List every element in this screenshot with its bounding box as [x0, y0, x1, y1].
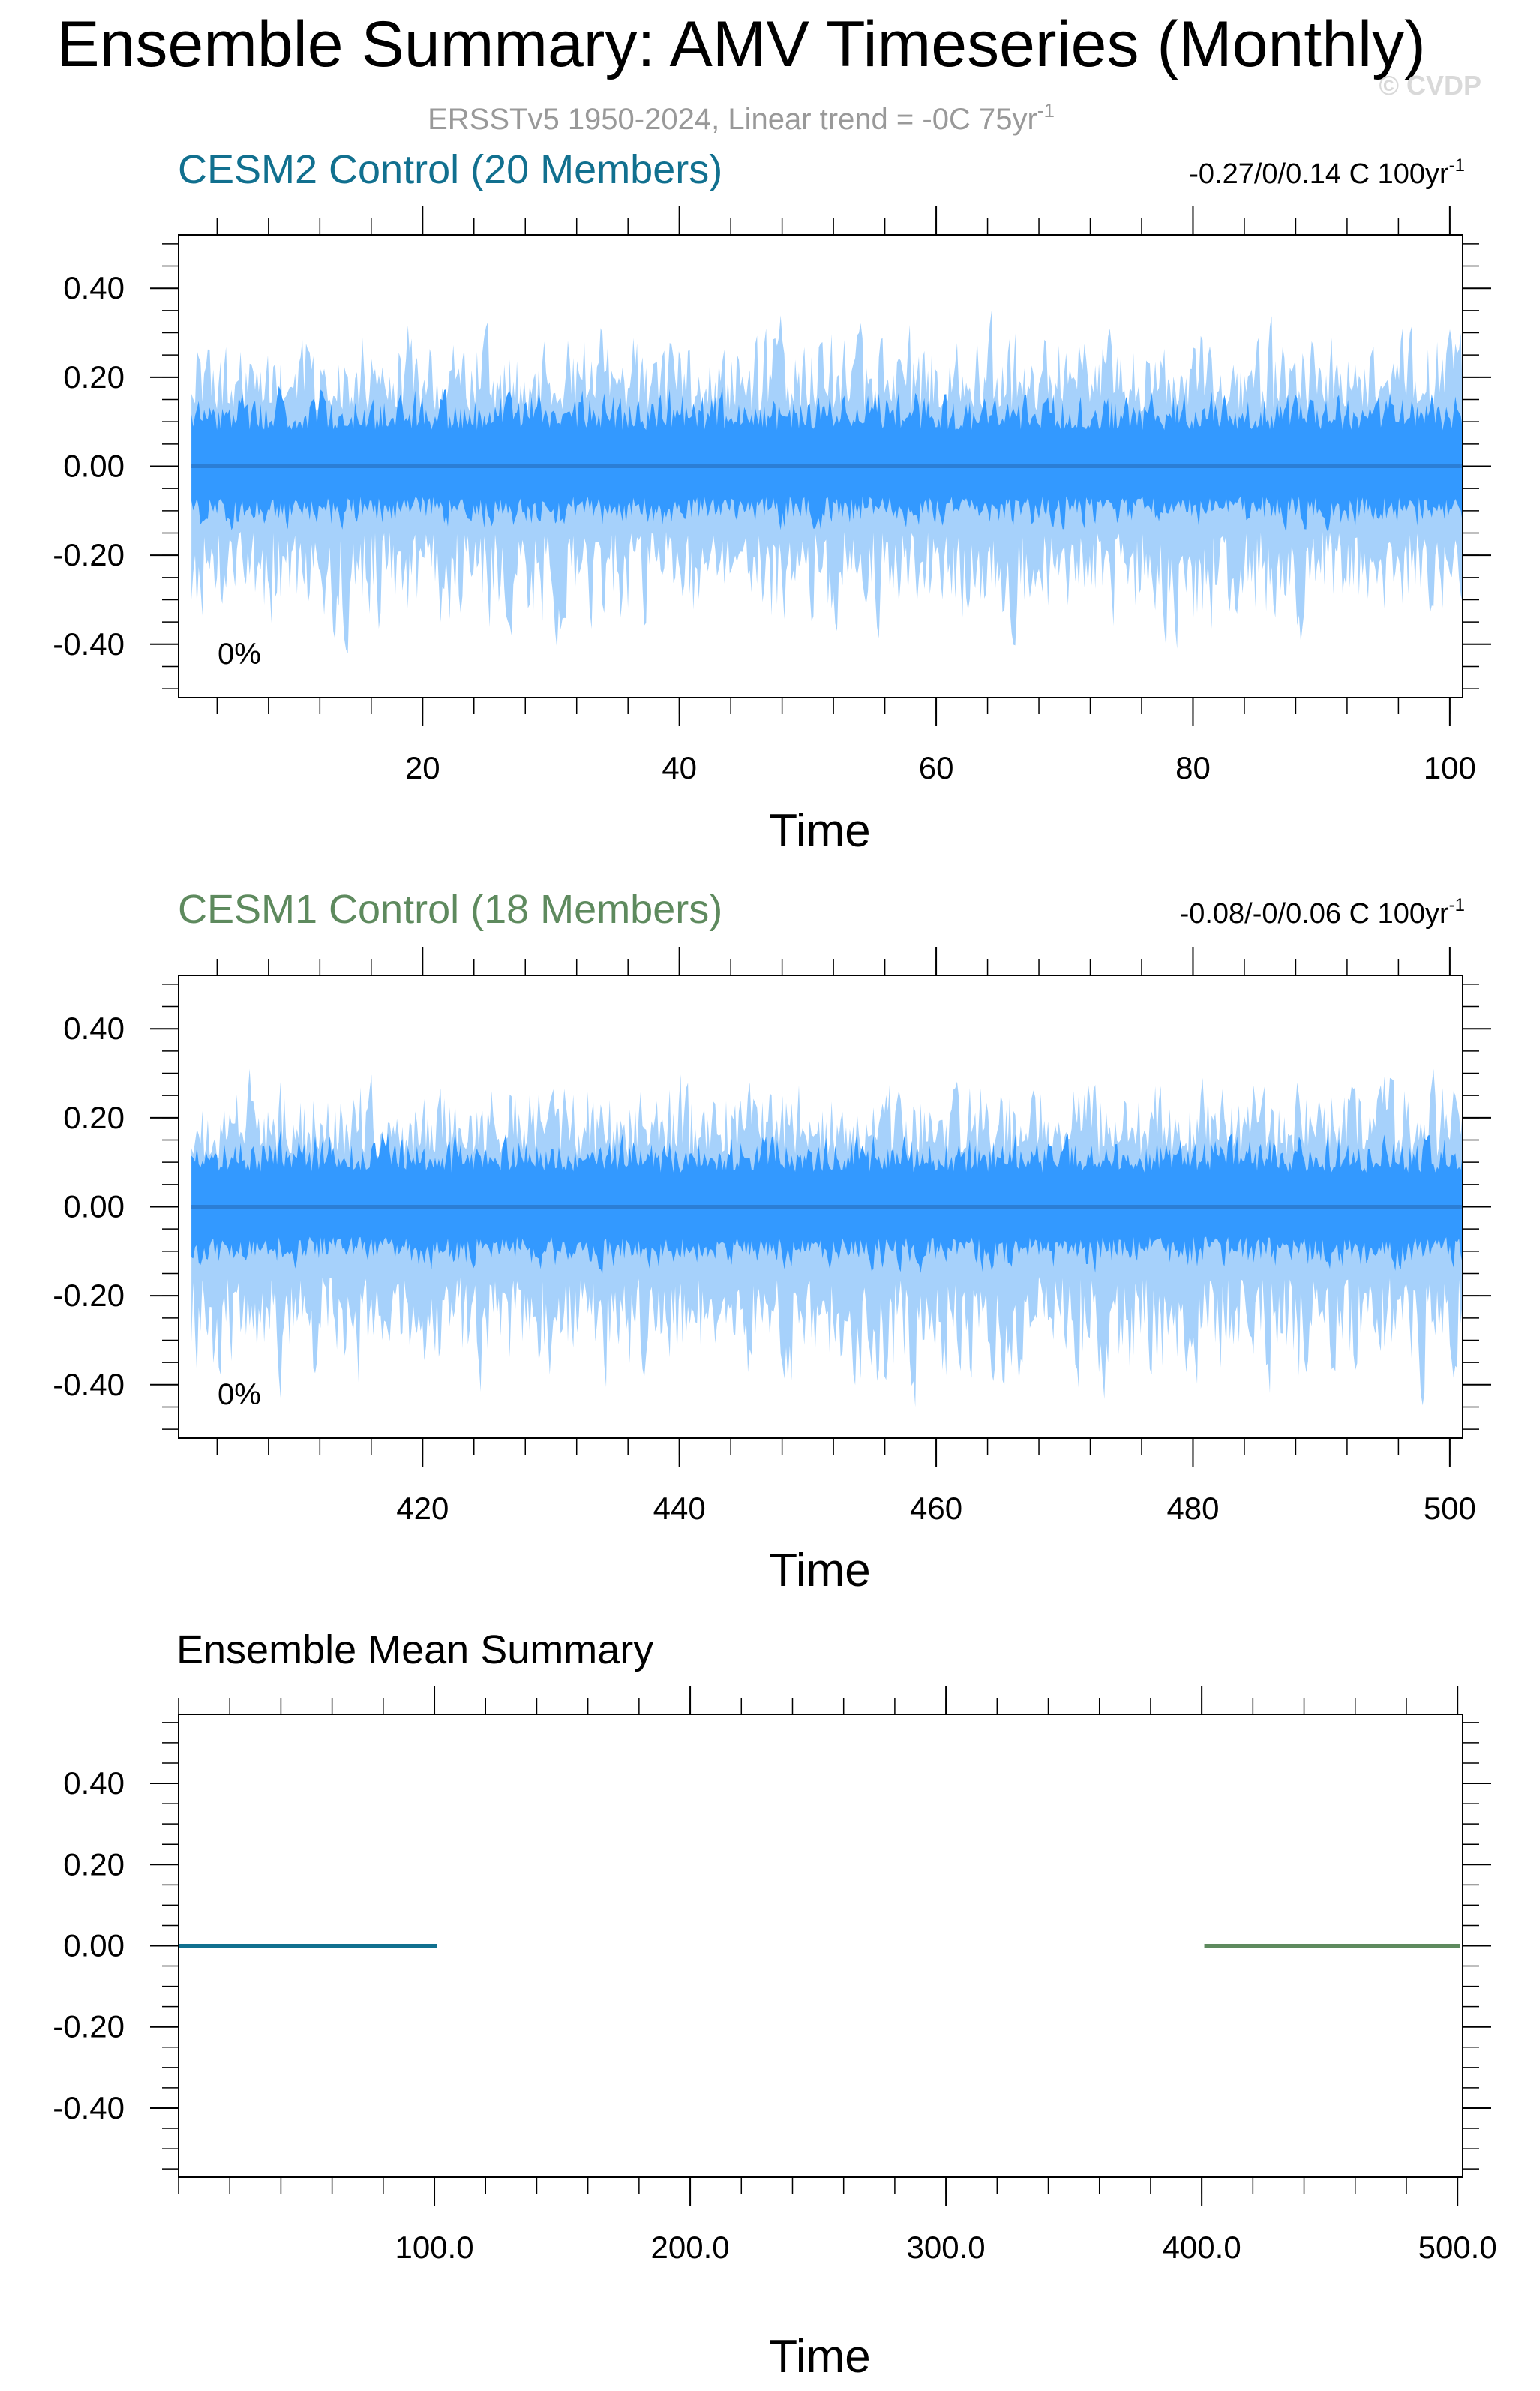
subtitle-text: ERSSTv5 1950-2024, Linear trend = -0C 75…: [428, 103, 1037, 136]
panel-mean-plot: 0.40 0.20 0.00 -0.20 -0.40 100.0 200.0 300.0 400…: [53, 1686, 1497, 2265]
panel-mean-x-tick-label: 100.0: [395, 2230, 473, 2265]
panel-cesm1-y-tick-label: 0.40: [63, 1011, 125, 1046]
panel-mean-x-tick-label: 500.0: [1418, 2230, 1497, 2265]
panel-cesm1-trend-superscript: -1: [1449, 895, 1465, 915]
panel-cesm2-trend-superscript: -1: [1449, 155, 1465, 176]
panel-cesm1-x-tick-label: 460: [910, 1491, 962, 1526]
panel-mean-y-tick-label: 0.40: [63, 1765, 125, 1801]
panel-cesm1-data: [191, 1068, 1463, 1407]
panel-cesm2-data: [191, 310, 1463, 653]
panel-mean-axes: 0.40 0.20 0.00 -0.20 -0.40 100.0 200.0 300.0 400…: [53, 1686, 1497, 2265]
panel-mean-y-tick-label: -0.40: [53, 2090, 125, 2125]
panel-cesm2-x-tick-label: 60: [919, 750, 954, 785]
panel-mean-y-tick-label: -0.20: [53, 2009, 125, 2044]
panel-mean: Ensemble Mean Summary 0.40 0.20 0.00 -0.20 -…: [53, 1627, 1496, 2383]
panel-mean-xlabel: Time: [769, 2331, 870, 2383]
watermark: © CVDP: [1379, 70, 1481, 101]
panel-cesm2-plot: 0.40 0.20 0.00 -0.20 -0.40 20 40 60 80 100 0%: [53, 206, 1491, 785]
panel-cesm2-x-tick-label: 100: [1424, 750, 1476, 785]
panel-cesm1-percent: 0%: [218, 1378, 261, 1411]
panel-mean-y-tick-label: 0.00: [63, 1928, 125, 1963]
panel-mean-title: Ensemble Mean Summary: [176, 1627, 653, 1672]
panel-cesm2-y-tick-label: -0.40: [53, 626, 125, 662]
panel-cesm2-x-tick-label: 40: [662, 750, 697, 785]
panel-cesm2-y-tick-label: 0.00: [63, 449, 125, 484]
panel-cesm2-y-tick-label: -0.20: [53, 537, 125, 572]
panel-cesm2-y-tick-label: 0.40: [63, 270, 125, 305]
panel-cesm2-iqr-band: [191, 386, 1463, 533]
panel-cesm1-y-tick-label: 0.20: [63, 1100, 125, 1135]
panel-cesm1-plot: 0.40 0.20 0.00 -0.20 -0.40 420 440 460 480 500 0%: [53, 947, 1491, 1526]
panel-cesm1-iqr-band: [191, 1131, 1463, 1274]
subtitle-superscript: -1: [1037, 99, 1055, 122]
panel-cesm2-x-tick-label: 80: [1175, 750, 1211, 785]
panel-cesm2-y-tick-label: 0.20: [63, 359, 125, 395]
panel-cesm1-trend: -0.08/-0/0.06 C 100yr-1: [1180, 895, 1465, 930]
panel-cesm2-x-tick-label: 20: [405, 750, 440, 785]
panel-cesm1-x-tick-label: 480: [1166, 1491, 1219, 1526]
panel-cesm1-y-tick-label: -0.20: [53, 1278, 125, 1313]
main-title: Ensemble Summary: AMV Timeseries (Monthl…: [56, 8, 1426, 80]
panel-cesm1-y-tick-label: 0.00: [63, 1189, 125, 1224]
panel-cesm1-x-tick-label: 500: [1424, 1491, 1476, 1526]
panel-cesm2-axes: 0.40 0.20 0.00 -0.20 -0.40 20 40 60 80 100: [53, 206, 1491, 785]
panel-mean-x-tick-label: 300.0: [907, 2230, 986, 2265]
panel-cesm2-xlabel: Time: [769, 805, 870, 857]
panel-cesm1-trend-text: -0.08/-0/0.06 C 100yr: [1180, 898, 1449, 930]
panel-mean-x-tick-label: 200.0: [651, 2230, 730, 2265]
panel-mean-y-tick-label: 0.20: [63, 1846, 125, 1882]
panel-cesm1-axes: 0.40 0.20 0.00 -0.20 -0.40 420 440 460 480 500: [53, 947, 1491, 1526]
panel-cesm1-x-tick-label: 440: [653, 1491, 706, 1526]
panel-cesm1-title: CESM1 Control (18 Members): [178, 887, 722, 932]
panel-cesm1: CESM1 Control (18 Members) -0.08/-0/0.06…: [53, 887, 1491, 1597]
panel-cesm2-trend: -0.27/0/0.14 C 100yr-1: [1189, 155, 1465, 190]
panel-cesm2-trend-text: -0.27/0/0.14 C 100yr: [1189, 158, 1449, 190]
panel-cesm1-xlabel: Time: [769, 1545, 870, 1597]
panel-cesm2-percent: 0%: [218, 638, 261, 671]
panel-mean-x-tick-label: 400.0: [1163, 2230, 1241, 2265]
panel-cesm1-x-tick-label: 420: [396, 1491, 449, 1526]
subtitle: ERSSTv5 1950-2024, Linear trend = -0C 75…: [428, 99, 1055, 136]
panel-cesm2-title: CESM2 Control (20 Members): [178, 147, 722, 192]
panel-cesm1-y-tick-label: -0.40: [53, 1367, 125, 1402]
panel-cesm2: CESM2 Control (20 Members) -0.27/0/0.14 …: [53, 147, 1491, 857]
